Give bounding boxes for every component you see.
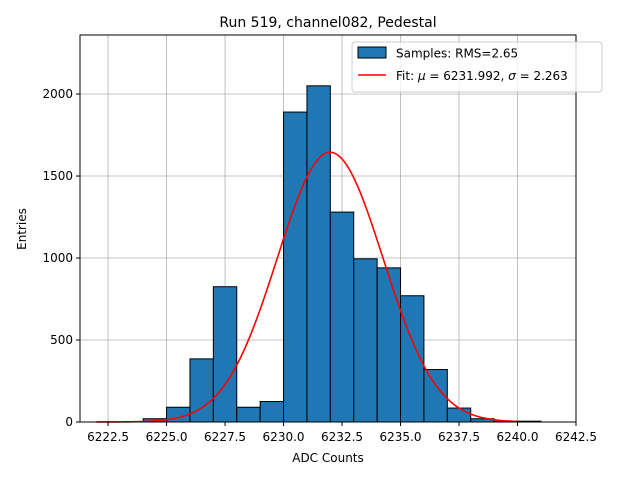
chart-title: Run 519, channel082, Pedestal (219, 15, 436, 31)
legend-histogram-label: Samples: RMS=2.65 (396, 47, 518, 61)
x-tick-label: 6232.5 (321, 430, 363, 444)
x-tick-label: 6225.0 (146, 430, 188, 444)
legend-fit-sigma-symbol: σ (508, 69, 516, 83)
y-tick-label: 1000 (42, 251, 73, 265)
histogram-bar (376, 267, 402, 423)
histogram-bar (329, 211, 355, 423)
histogram-bar (446, 407, 472, 423)
legend-fit-sigma-value: = 2.263 (516, 69, 568, 83)
y-tick-label: 500 (50, 333, 73, 347)
legend-fit-mu-symbol: μ (417, 69, 426, 83)
x-tick-label: 6242.5 (555, 430, 597, 444)
y-tick-label: 0 (65, 415, 73, 429)
histogram-bars (142, 85, 542, 423)
histogram-bar (212, 286, 238, 423)
histogram-bar (353, 258, 378, 423)
legend-fit-mu-value: = 6231.992, (426, 69, 509, 83)
histogram-bar (236, 406, 261, 423)
x-tick-label: 6240.0 (497, 430, 539, 444)
histogram-bar (283, 111, 308, 423)
x-tick-label: 6237.5 (438, 430, 480, 444)
plot-frame (79, 34, 577, 423)
y-tick-label: 2000 (42, 87, 73, 101)
x-tick-label: 6222.5 (87, 430, 129, 444)
x-axis-label: ADC Counts (292, 451, 364, 465)
y-tick-label: 1500 (42, 169, 73, 183)
histogram-bar (259, 401, 285, 423)
x-tick-label: 6230.0 (263, 430, 305, 444)
legend: Samples: RMS=2.65 Fit: μ = 6231.992, σ =… (351, 41, 603, 93)
x-tick-label: 6227.5 (204, 430, 246, 444)
x-axis-ticks: 6222.5 6225.0 6227.5 6230.0 6232.5 6235.0 6237… (87, 422, 597, 444)
legend-fit-prefix: Fit: (396, 69, 418, 83)
y-axis-ticks: 0 500 1000 1500 2000 (42, 87, 80, 429)
fit-curve (96, 151, 518, 423)
legend-fit-label: Fit: μ = 6231.992, σ = 2.263 (396, 69, 568, 83)
histogram-bar (306, 85, 331, 423)
y-axis-label: Entries (15, 208, 29, 250)
legend-histogram-swatch (357, 46, 387, 59)
x-tick-label: 6235.0 (380, 430, 422, 444)
legend-box (351, 41, 603, 93)
